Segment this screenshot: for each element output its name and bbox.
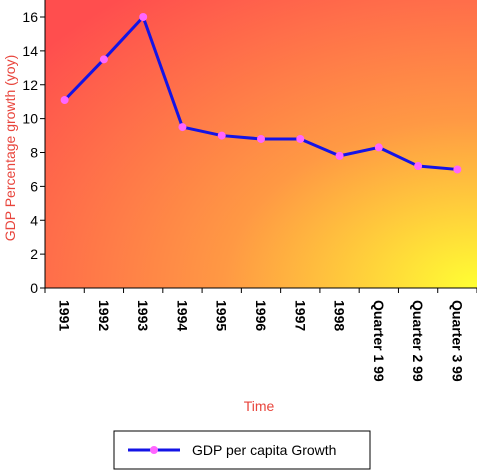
series-points xyxy=(60,13,462,174)
data-point xyxy=(139,13,148,21)
y-tick-label: 16 xyxy=(22,9,38,25)
y-tick-label: 10 xyxy=(22,111,38,127)
data-point xyxy=(414,162,423,171)
legend-label: GDP per capita Growth xyxy=(192,442,336,458)
y-tick-label: 4 xyxy=(30,212,38,228)
y-tick-label: 2 xyxy=(30,246,38,262)
x-tick-label: 1992 xyxy=(96,300,112,331)
data-point xyxy=(257,134,265,143)
plot-area xyxy=(45,0,477,288)
x-tick-label: 1996 xyxy=(253,300,269,331)
data-point xyxy=(99,55,108,64)
y-tick-label: 8 xyxy=(30,145,38,161)
y-axis-ticks: 0 2 4 6 8 10 12 14 16 xyxy=(22,9,45,296)
legend: GDP per capita Growth xyxy=(113,430,371,470)
x-axis-title: Time xyxy=(244,398,275,414)
x-tick-label: 1995 xyxy=(214,300,230,331)
data-point xyxy=(60,95,69,104)
data-point xyxy=(453,165,462,174)
data-point xyxy=(335,151,344,160)
x-tick-label: Quarter 3 99 xyxy=(449,300,465,382)
data-point xyxy=(217,131,226,140)
y-axis-title: GDP Percentage growth (yoy) xyxy=(2,55,18,242)
y-tick-label: 0 xyxy=(30,280,38,296)
y-tick-label: 12 xyxy=(22,77,38,93)
x-tick-label: 1994 xyxy=(174,300,190,331)
x-axis-ticks: 1991 1992 1993 1994 1995 1996 1997 1998 Quarter … xyxy=(44,288,477,382)
legend-marker-swatch xyxy=(150,446,158,454)
x-tick-label: 1998 xyxy=(332,300,348,331)
x-tick-label: Quarter 1 99 xyxy=(371,300,387,382)
x-tick-label: 1991 xyxy=(57,300,73,331)
x-tick-label: Quarter 2 99 xyxy=(410,300,426,382)
data-point xyxy=(296,134,305,143)
data-point xyxy=(178,123,187,132)
data-point xyxy=(374,143,383,152)
y-tick-label: 14 xyxy=(22,43,38,59)
x-tick-label: 1993 xyxy=(135,300,151,331)
x-tick-label: 1997 xyxy=(292,300,308,331)
y-tick-label: 6 xyxy=(30,178,38,194)
